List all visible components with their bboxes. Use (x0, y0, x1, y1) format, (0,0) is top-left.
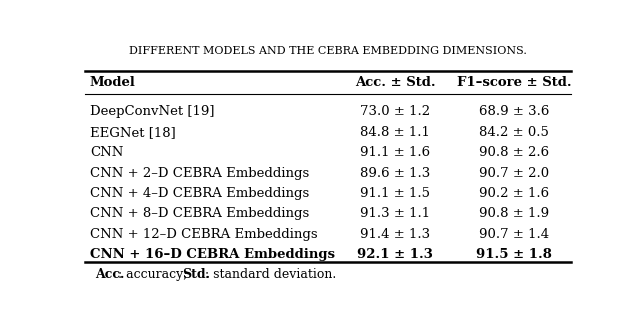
Text: 91.5 ± 1.8: 91.5 ± 1.8 (476, 248, 552, 261)
Text: CNN + 4–D CEBRA Embeddings: CNN + 4–D CEBRA Embeddings (90, 187, 309, 200)
Text: 91.4 ± 1.3: 91.4 ± 1.3 (360, 228, 430, 241)
Text: CNN + 8–D CEBRA Embeddings: CNN + 8–D CEBRA Embeddings (90, 207, 309, 220)
Text: EEGNet [18]: EEGNet [18] (90, 126, 175, 139)
Text: 84.2 ± 0.5: 84.2 ± 0.5 (479, 126, 549, 139)
Text: 90.8 ± 2.6: 90.8 ± 2.6 (479, 146, 549, 159)
Text: CNN + 16–D CEBRA Embeddings: CNN + 16–D CEBRA Embeddings (90, 248, 335, 261)
Text: Std.: Std. (182, 268, 210, 281)
Text: DIFFERENT MODELS AND THE CEBRA EMBEDDING DIMENSIONS.: DIFFERENT MODELS AND THE CEBRA EMBEDDING… (129, 46, 527, 56)
Text: CNN: CNN (90, 146, 124, 159)
Text: 68.9 ± 3.6: 68.9 ± 3.6 (479, 106, 549, 118)
Text: 90.2 ± 1.6: 90.2 ± 1.6 (479, 187, 549, 200)
Text: F1–score ± Std.: F1–score ± Std. (457, 76, 572, 89)
Text: 90.8 ± 1.9: 90.8 ± 1.9 (479, 207, 549, 220)
Text: : accuracy;: : accuracy; (118, 268, 192, 281)
Text: DeepConvNet [19]: DeepConvNet [19] (90, 106, 214, 118)
Text: Model: Model (90, 76, 136, 89)
Text: 90.7 ± 2.0: 90.7 ± 2.0 (479, 167, 549, 180)
Text: 90.7 ± 1.4: 90.7 ± 1.4 (479, 228, 549, 241)
Text: 89.6 ± 1.3: 89.6 ± 1.3 (360, 167, 430, 180)
Text: 92.1 ± 1.3: 92.1 ± 1.3 (357, 248, 433, 261)
Text: 91.3 ± 1.1: 91.3 ± 1.1 (360, 207, 430, 220)
Text: 91.1 ± 1.5: 91.1 ± 1.5 (360, 187, 430, 200)
Text: 73.0 ± 1.2: 73.0 ± 1.2 (360, 106, 430, 118)
Text: : standard deviation.: : standard deviation. (205, 268, 336, 281)
Text: 84.8 ± 1.1: 84.8 ± 1.1 (360, 126, 430, 139)
Text: Acc. ± Std.: Acc. ± Std. (355, 76, 435, 89)
Text: CNN + 2–D CEBRA Embeddings: CNN + 2–D CEBRA Embeddings (90, 167, 309, 180)
Text: Acc.: Acc. (95, 268, 124, 281)
Text: CNN + 12–D CEBRA Embeddings: CNN + 12–D CEBRA Embeddings (90, 228, 317, 241)
Text: 91.1 ± 1.6: 91.1 ± 1.6 (360, 146, 430, 159)
